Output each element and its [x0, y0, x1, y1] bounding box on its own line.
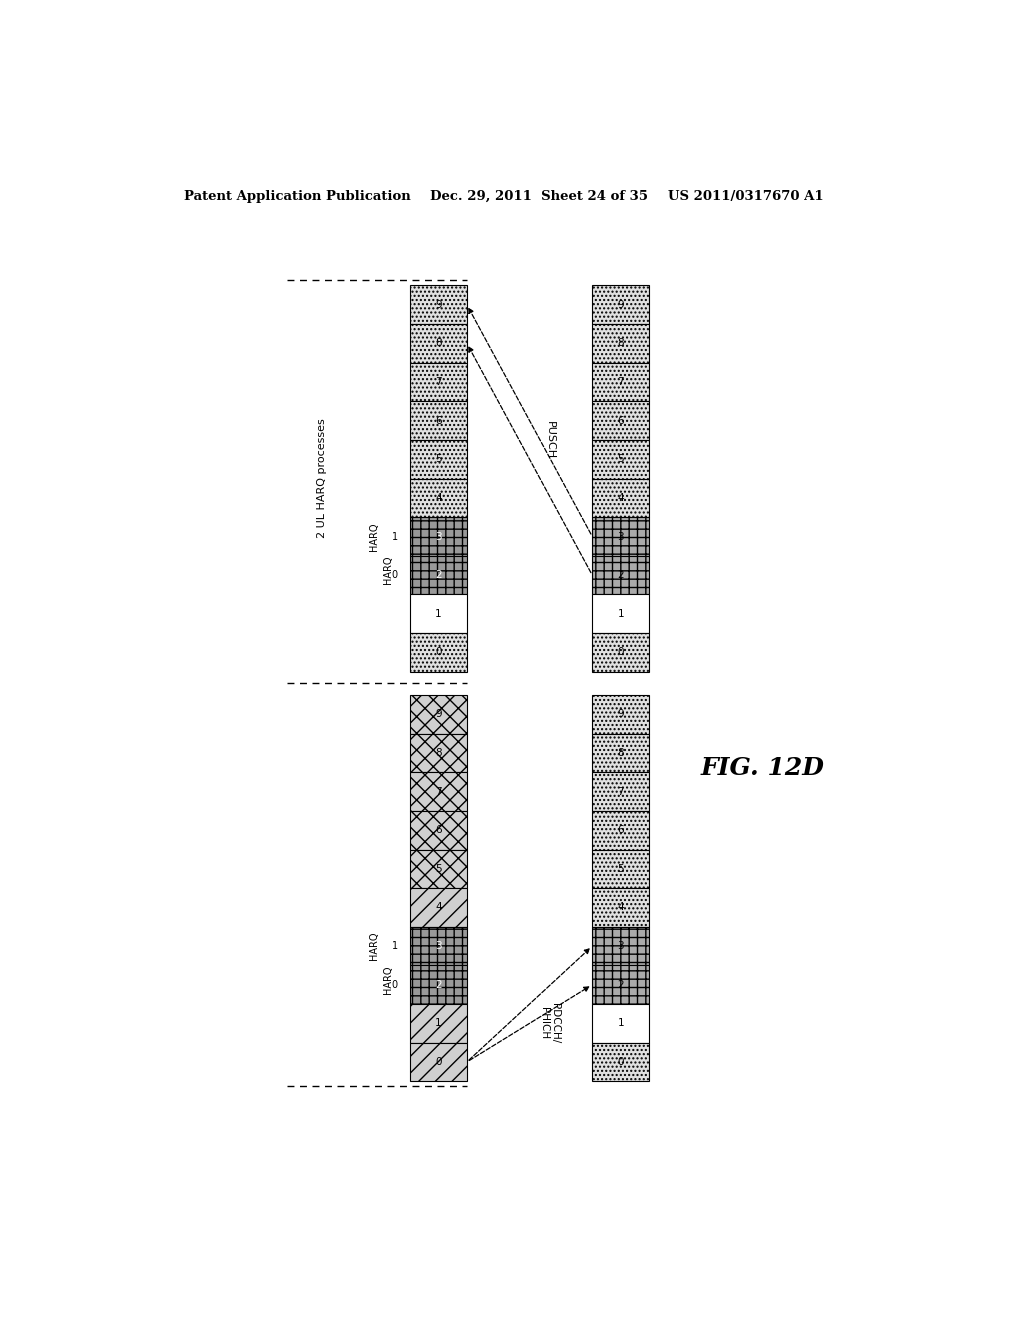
Bar [410, 556, 467, 594]
Text: 9: 9 [617, 300, 625, 310]
Text: 3: 3 [435, 941, 441, 952]
Text: 4: 4 [435, 492, 441, 503]
Bar [410, 363, 467, 401]
Text: HARQ: HARQ [383, 556, 392, 585]
Text: 8: 8 [617, 748, 625, 758]
Text: 0: 0 [435, 647, 441, 657]
Bar [592, 517, 649, 556]
Text: PUSCH: PUSCH [545, 421, 554, 459]
Text: 6: 6 [435, 416, 441, 425]
Text: 4: 4 [435, 903, 441, 912]
Text: 0: 0 [392, 570, 397, 579]
Text: 9: 9 [617, 709, 625, 719]
Text: 5: 5 [617, 863, 625, 874]
Bar [410, 517, 467, 556]
Text: 3: 3 [617, 941, 625, 952]
Text: 8: 8 [617, 338, 625, 348]
Bar [592, 363, 649, 401]
Bar [410, 401, 467, 440]
Text: 7: 7 [617, 378, 625, 387]
Text: 2: 2 [435, 979, 441, 990]
Bar [410, 634, 467, 672]
Bar [592, 634, 649, 672]
Bar [410, 594, 467, 634]
Text: 9: 9 [435, 300, 441, 310]
Bar [410, 888, 467, 927]
Bar [592, 772, 649, 810]
Text: 2 UL HARQ processes: 2 UL HARQ processes [317, 418, 328, 539]
Bar [592, 696, 649, 734]
Bar [592, 594, 649, 634]
Text: 1: 1 [435, 1018, 441, 1028]
Text: 0: 0 [392, 979, 397, 990]
Text: 7: 7 [435, 378, 441, 387]
Bar [410, 325, 467, 363]
Text: 5: 5 [617, 454, 625, 465]
Text: 3: 3 [617, 532, 625, 541]
Bar [592, 556, 649, 594]
Bar [592, 1043, 649, 1081]
Bar [592, 734, 649, 772]
Bar [410, 285, 467, 325]
Text: 2: 2 [435, 570, 441, 579]
Bar [410, 927, 467, 965]
Text: 1: 1 [392, 532, 397, 541]
Text: 6: 6 [617, 416, 625, 425]
Text: HARQ: HARQ [369, 932, 379, 961]
Bar [592, 850, 649, 888]
Bar [592, 888, 649, 927]
Text: 0: 0 [617, 647, 624, 657]
Text: 1: 1 [435, 609, 441, 619]
Bar [592, 1005, 649, 1043]
Text: Patent Application Publication: Patent Application Publication [183, 190, 411, 202]
Bar [410, 479, 467, 517]
Bar [592, 479, 649, 517]
Text: 7: 7 [617, 787, 625, 796]
Text: 2: 2 [617, 570, 625, 579]
Text: 7: 7 [435, 787, 441, 796]
Bar [410, 810, 467, 850]
Bar [592, 927, 649, 965]
Text: 9: 9 [435, 709, 441, 719]
Text: 3: 3 [435, 532, 441, 541]
Text: FIG. 12D: FIG. 12D [701, 756, 824, 780]
Bar [592, 440, 649, 479]
Text: 6: 6 [435, 825, 441, 836]
Bar [410, 696, 467, 734]
Text: 1: 1 [392, 941, 397, 952]
Bar [410, 772, 467, 810]
Text: 8: 8 [435, 748, 441, 758]
Text: 1: 1 [617, 609, 625, 619]
Text: 0: 0 [617, 1057, 624, 1067]
Bar [410, 850, 467, 888]
Text: 5: 5 [435, 454, 441, 465]
Text: Dec. 29, 2011  Sheet 24 of 35: Dec. 29, 2011 Sheet 24 of 35 [430, 190, 647, 202]
Text: PDCCH/
PHICH: PDCCH/ PHICH [539, 1003, 560, 1044]
Text: US 2011/0317670 A1: US 2011/0317670 A1 [668, 190, 823, 202]
Bar [592, 325, 649, 363]
Bar [592, 401, 649, 440]
Text: 8: 8 [435, 338, 441, 348]
Text: 6: 6 [617, 825, 625, 836]
Bar [592, 965, 649, 1005]
Bar [410, 1005, 467, 1043]
Bar [592, 810, 649, 850]
Bar [410, 734, 467, 772]
Text: 4: 4 [617, 492, 625, 503]
Bar [410, 1043, 467, 1081]
Text: 2: 2 [617, 979, 625, 990]
Text: 0: 0 [435, 1057, 441, 1067]
Text: HARQ: HARQ [383, 965, 392, 994]
Bar [410, 440, 467, 479]
Text: 4: 4 [617, 903, 625, 912]
Text: 5: 5 [435, 863, 441, 874]
Bar [592, 285, 649, 325]
Text: HARQ: HARQ [369, 523, 379, 550]
Text: 1: 1 [617, 1018, 625, 1028]
Bar [410, 965, 467, 1005]
